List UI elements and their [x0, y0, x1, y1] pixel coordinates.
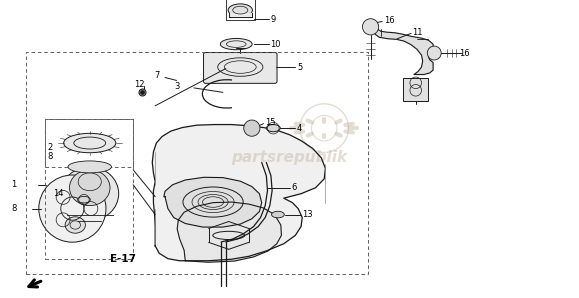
Ellipse shape — [69, 170, 110, 206]
Text: E-17: E-17 — [110, 254, 136, 264]
Circle shape — [39, 175, 106, 242]
Text: 3: 3 — [174, 82, 179, 91]
Ellipse shape — [266, 125, 280, 132]
Ellipse shape — [68, 161, 111, 173]
Ellipse shape — [64, 134, 116, 153]
Ellipse shape — [272, 211, 284, 218]
Text: 5: 5 — [297, 63, 302, 72]
Text: 16: 16 — [459, 49, 470, 58]
Polygon shape — [164, 177, 262, 227]
Ellipse shape — [228, 4, 252, 16]
Circle shape — [362, 19, 379, 35]
Text: 16: 16 — [384, 16, 394, 25]
Text: 4: 4 — [297, 124, 302, 133]
Text: 9: 9 — [270, 15, 276, 24]
Polygon shape — [375, 28, 433, 74]
Ellipse shape — [220, 38, 252, 50]
Bar — [26, 52, 368, 274]
Polygon shape — [152, 125, 325, 261]
Circle shape — [427, 46, 441, 60]
Ellipse shape — [78, 196, 90, 203]
Ellipse shape — [65, 217, 86, 233]
Text: 15: 15 — [265, 118, 275, 127]
FancyBboxPatch shape — [403, 78, 428, 101]
Text: 6: 6 — [291, 183, 296, 192]
Ellipse shape — [61, 167, 119, 221]
Text: 1: 1 — [12, 180, 17, 189]
Text: 11: 11 — [412, 28, 423, 37]
Polygon shape — [177, 202, 281, 262]
Polygon shape — [229, 13, 252, 17]
Text: partsrepublik: partsrepublik — [232, 150, 347, 165]
FancyBboxPatch shape — [204, 52, 277, 83]
Text: 10: 10 — [270, 40, 281, 49]
Text: 8: 8 — [12, 204, 17, 213]
Text: 2: 2 — [47, 143, 53, 152]
Bar — [45, 119, 133, 259]
Bar — [226, 0, 255, 20]
Bar — [45, 119, 133, 167]
Circle shape — [244, 120, 260, 136]
Text: 7: 7 — [154, 72, 159, 80]
Text: 13: 13 — [302, 210, 313, 219]
Text: 12: 12 — [134, 80, 144, 89]
Text: 14: 14 — [53, 189, 64, 198]
Text: 8: 8 — [47, 152, 53, 161]
